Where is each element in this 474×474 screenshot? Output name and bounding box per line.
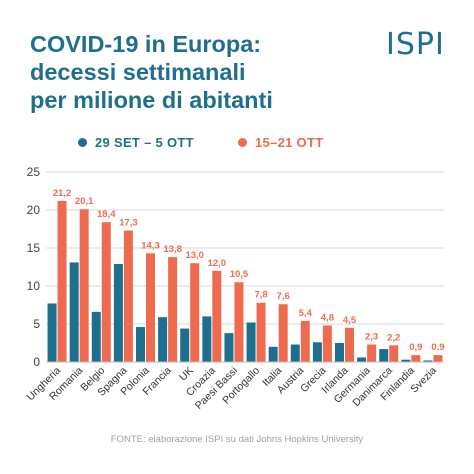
bar-2-francia	[168, 257, 178, 362]
data-label: 18,4	[97, 209, 116, 220]
bar-2-finlandia	[411, 355, 421, 362]
data-label: 12,0	[208, 258, 227, 269]
data-label: 13,8	[163, 244, 182, 255]
bar-1-uk	[180, 328, 190, 362]
bar-2-spagna	[123, 230, 133, 362]
data-label: 0,9	[431, 342, 444, 353]
bar-2-svezia	[433, 355, 443, 362]
chart-legend: 29 SET – 5 OTT 15–21 OTT	[0, 135, 474, 155]
y-tick-label: 15	[27, 241, 41, 255]
bar-2-germania	[367, 344, 377, 362]
data-label: 10,5	[230, 269, 249, 280]
y-tick-label: 10	[27, 279, 41, 293]
chart-title-line-3: per milione di abitanti	[30, 87, 273, 113]
bar-1-irlanda	[335, 343, 344, 362]
bar-1-polonia	[136, 327, 145, 362]
bar-1-portogallo	[246, 322, 256, 362]
source-note: FONTE: elaborazione ISPI su dati Johns H…	[110, 434, 364, 445]
chart-title-line-2: decessi settimanali	[30, 59, 246, 85]
bar-2-paesi-bassi	[234, 282, 244, 362]
bar-2-danimarca	[389, 345, 399, 362]
bar-2-italia	[278, 304, 288, 362]
chart-title-line-1: COVID-19 in Europa:	[30, 31, 262, 57]
legend-label-series-1: 29 SET – 5 OTT	[95, 135, 194, 150]
legend-label-series-2: 15–21 OTT	[255, 135, 324, 150]
bar-1-grecia	[312, 342, 322, 362]
bar-2-ungheria	[57, 200, 67, 362]
legend-item-series-1: 29 SET – 5 OTT	[78, 135, 194, 150]
data-label: 7,6	[277, 291, 290, 302]
data-label: 17,3	[119, 218, 138, 229]
ispi-logo: ISPI	[386, 27, 445, 62]
bar-1-austria	[290, 344, 300, 362]
data-label: 5,4	[299, 308, 313, 319]
data-label: 7,8	[254, 290, 267, 301]
bar-1-danimarca	[379, 349, 389, 362]
bar-2-croazia	[212, 270, 222, 362]
legend-item-series-2: 15–21 OTT	[238, 135, 323, 150]
data-label: 0,9	[409, 342, 422, 353]
data-label: 4,8	[321, 313, 334, 324]
bar-1-finlandia	[401, 359, 411, 362]
bar-1-paesi-bassi	[224, 333, 234, 362]
bar-1-spagna	[113, 263, 123, 362]
bar-1-romania	[69, 262, 79, 362]
bar-2-irlanda	[345, 327, 354, 362]
y-tick-label: 25	[27, 165, 41, 179]
data-label: 21,2	[53, 188, 72, 199]
chart-title: COVID-19 in Europa: decessi settimanali …	[30, 30, 370, 114]
bar-1-croazia	[202, 316, 212, 362]
legend-swatch-series-1	[78, 138, 87, 147]
bar-1-belgio	[91, 311, 101, 362]
bar-2-uk	[190, 263, 200, 362]
data-label: 2,2	[387, 332, 400, 343]
bar-2-polonia	[146, 253, 155, 362]
bar-2-portogallo	[256, 302, 266, 362]
bar-1-italia	[268, 346, 278, 362]
legend-swatch-series-2	[238, 138, 247, 147]
bar-1-ungheria	[47, 303, 57, 362]
data-label: 2,3	[365, 332, 378, 343]
data-label: 20,1	[75, 196, 94, 207]
y-tick-label: 20	[27, 203, 41, 217]
data-label: 13,0	[185, 250, 204, 261]
data-label: 14,3	[141, 240, 160, 251]
bar-1-svezia	[423, 360, 433, 362]
bar-1-francia	[158, 317, 168, 362]
bar-1-germania	[357, 357, 367, 362]
y-tick-label: 5	[33, 317, 40, 331]
bar-2-austria	[300, 320, 310, 362]
data-label: 4,5	[343, 315, 357, 326]
bar-2-belgio	[101, 222, 111, 362]
bar-2-romania	[79, 209, 89, 362]
bar-2-grecia	[322, 325, 332, 362]
y-tick-label: 0	[33, 355, 40, 369]
